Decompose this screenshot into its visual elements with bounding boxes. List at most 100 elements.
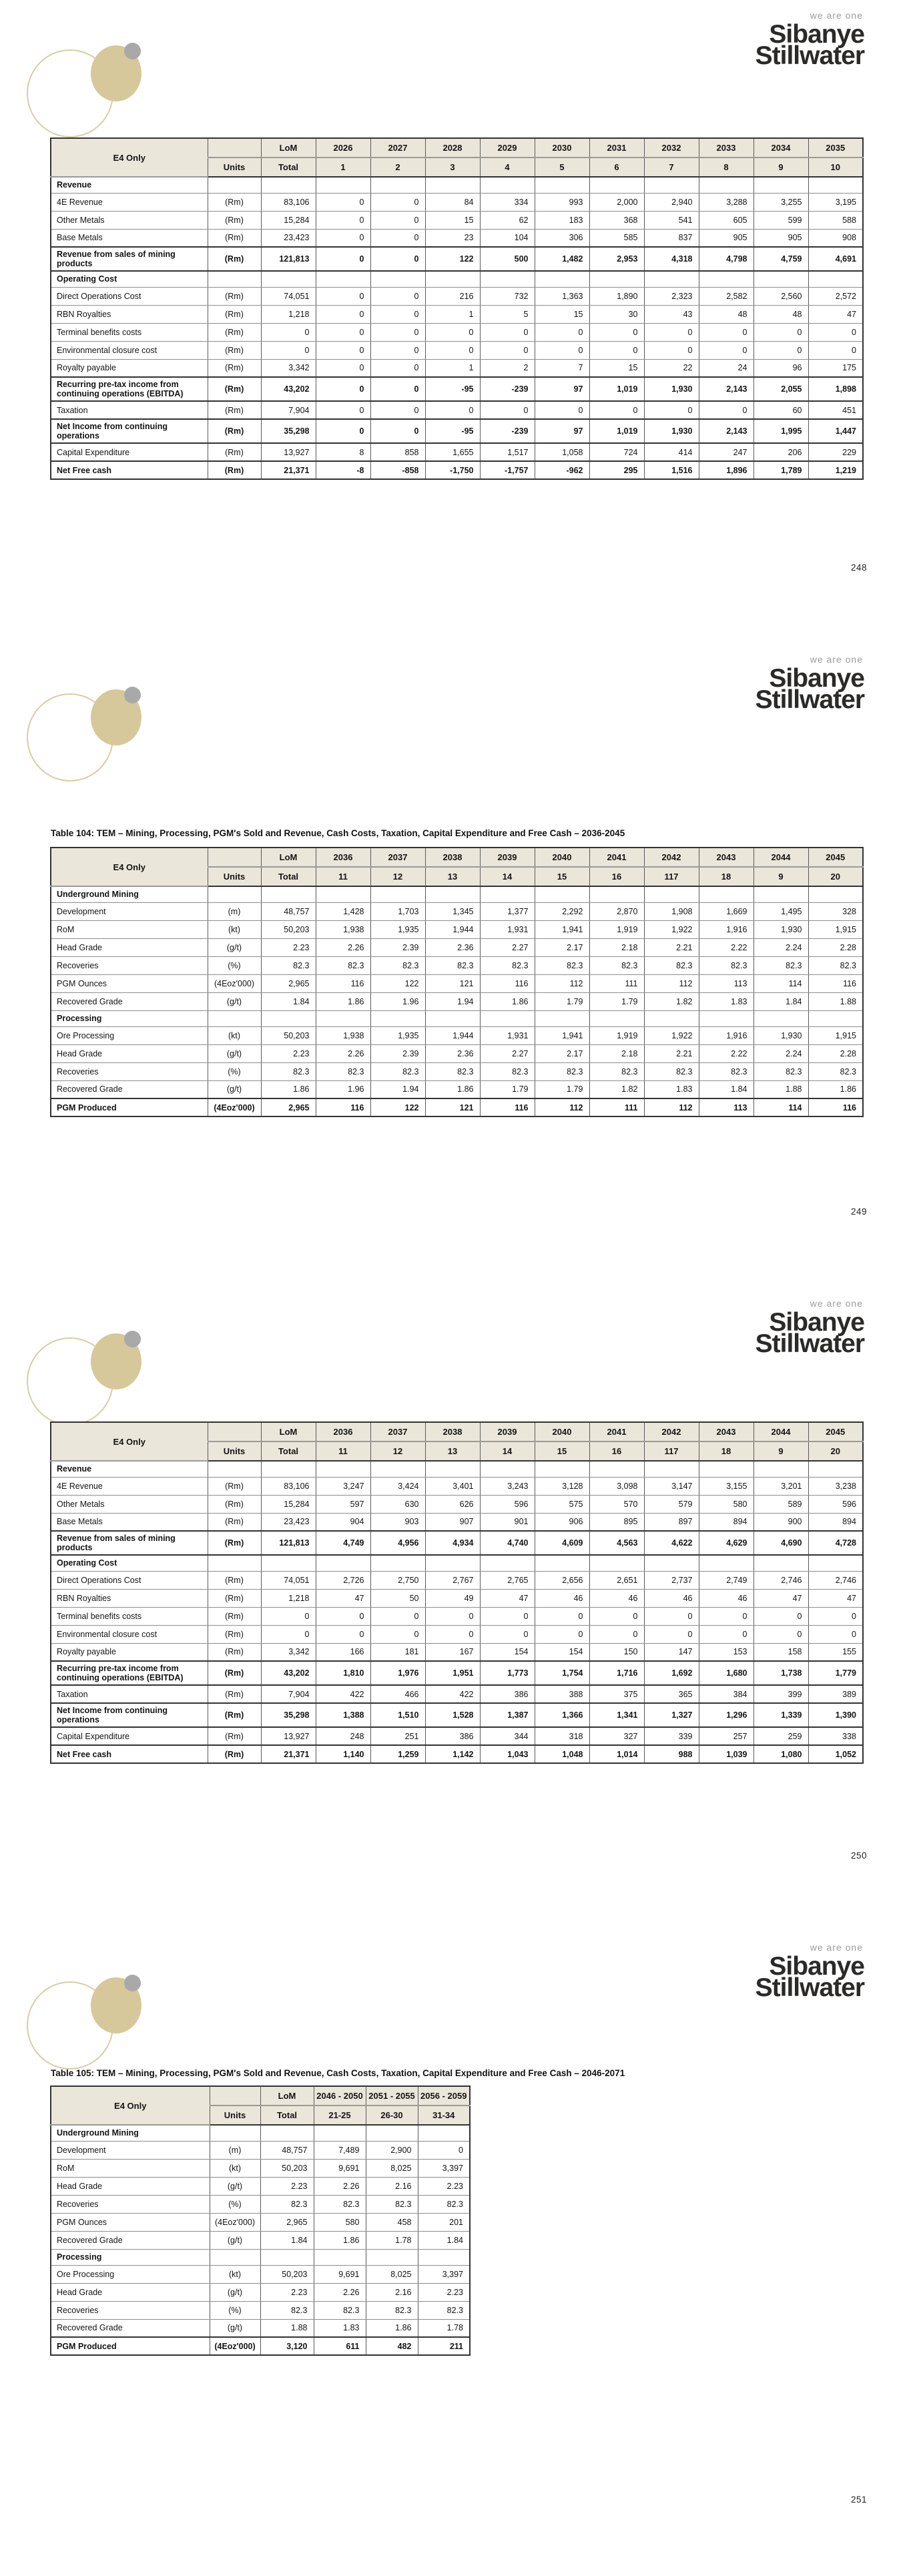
cell-value: 0 [424, 322, 481, 342]
cell-value [365, 2124, 418, 2142]
cell-value: 155 [808, 1642, 864, 1662]
cell-value: 82.3 [315, 1062, 371, 1081]
table-corner-label: E4 Only [50, 847, 208, 887]
cell-value: 0 [370, 192, 426, 212]
cell-value: 4,956 [370, 1530, 426, 1556]
cell-value: 82.3 [698, 1062, 754, 1081]
cell-value: 82.3 [313, 2194, 366, 2214]
cell-value: 2.27 [479, 1044, 535, 1063]
row-label: Terminal benefits costs [50, 1606, 208, 1626]
cell-value: 1,976 [370, 1660, 426, 1686]
col-header-sub: 11 [315, 1441, 371, 1462]
row-unit: (Rm) [207, 246, 262, 272]
cell-value [643, 1010, 699, 1027]
sibanye-stillwater-logo: we are one Sibanye Stillwater [755, 1943, 865, 2001]
cell-value: 183 [534, 210, 590, 230]
cell-value: 7,904 [260, 400, 316, 420]
cell-value: 2,143 [698, 418, 754, 444]
cell-value: 15 [424, 210, 481, 230]
cell-value: 2,953 [589, 246, 645, 272]
logo-tagline: we are one [810, 10, 863, 21]
cell-value [417, 2124, 471, 2142]
cell-value: 35,298 [260, 1702, 316, 1728]
cell-value: 1.78 [365, 2230, 418, 2250]
cell-value: 82.3 [534, 1062, 590, 1081]
cell-value: 0 [808, 1606, 864, 1626]
cell-value: 1,339 [753, 1702, 809, 1728]
logo-tagline: we are one [810, 1298, 863, 1309]
cell-value: 1,931 [479, 1026, 535, 1045]
table-104-title: Table 104: TEM – Mining, Processing, PGM… [51, 828, 625, 838]
cell-value: 2.21 [643, 1044, 699, 1063]
cell-value: 82.3 [370, 1062, 426, 1081]
cell-value: 630 [370, 1494, 426, 1514]
cell-value: 1,516 [643, 460, 699, 480]
row-unit: (Rm) [207, 460, 262, 480]
col-header-sub: 6 [589, 157, 645, 178]
cell-value: 389 [808, 1684, 864, 1704]
cell-value: 1.83 [698, 992, 754, 1011]
cell-value [370, 176, 426, 194]
cell-value: 1,944 [424, 920, 481, 939]
row-unit: (g/t) [209, 2282, 261, 2302]
row-unit: (Rm) [207, 1642, 262, 1662]
cell-value: 0 [370, 400, 426, 420]
cell-value: 82.3 [260, 1062, 316, 1081]
units-header: Units [209, 2105, 261, 2126]
row-unit [207, 1460, 262, 1478]
cell-value: 1,680 [698, 1660, 754, 1686]
row-label: Other Metals [50, 1494, 208, 1514]
cell-value: 1,941 [534, 1026, 590, 1045]
row-label: RBN Royalties [50, 1588, 208, 1608]
table-row: Ore Processing (kt) 50,203 9,691 8,025 3,397 [50, 2264, 471, 2284]
cell-value: 96 [753, 358, 809, 378]
cell-value: 2.24 [753, 938, 809, 957]
cell-value: 82.3 [365, 2194, 418, 2214]
cell-value: 1,898 [808, 376, 864, 402]
cell-value: 2,560 [753, 286, 809, 306]
cell-value: 1,296 [698, 1702, 754, 1728]
cell-value: 46 [698, 1588, 754, 1608]
cell-value: 2,940 [643, 192, 699, 212]
cell-value [424, 1010, 481, 1027]
header-blank-cell [207, 137, 262, 158]
cell-value: -95 [424, 418, 481, 444]
table-section-row: Processing [50, 1010, 864, 1027]
col-header-sub: 18 [698, 866, 754, 887]
cell-value: 0 [315, 192, 371, 212]
cell-value: 541 [643, 210, 699, 230]
cell-value [479, 886, 535, 903]
table-section-row: Processing [50, 2248, 471, 2266]
col-header-top: 2040 [534, 1421, 590, 1442]
cell-value: 23 [424, 228, 481, 248]
cell-value [260, 2248, 314, 2266]
cell-value: 3,397 [417, 2158, 471, 2178]
row-unit: (%) [209, 2194, 261, 2214]
cell-value: 0 [315, 1624, 371, 1644]
table-row: PGM Ounces (4Eoz'000) 2,965 580 458 201 [50, 2212, 471, 2232]
row-unit: (Rm) [207, 1702, 262, 1728]
row-label: Operating Cost [50, 1554, 208, 1572]
cell-value: 84 [424, 192, 481, 212]
row-unit: (Rm) [207, 286, 262, 306]
cell-value: 5 [479, 304, 535, 324]
cell-value: 2.17 [534, 1044, 590, 1063]
cell-value: 327 [589, 1726, 645, 1746]
cell-value: 1,142 [424, 1744, 481, 1764]
cell-value: 2.24 [753, 1044, 809, 1063]
cell-value: 4,934 [424, 1530, 481, 1556]
cell-value: 82.3 [260, 956, 316, 975]
row-label: 4E Revenue [50, 1476, 208, 1496]
cell-value: 122 [424, 246, 481, 272]
table-row: Direct Operations Cost (Rm) 74,051 2,726 2,7… [50, 1570, 864, 1590]
row-unit: (kt) [207, 1026, 262, 1045]
cell-value: 23,423 [260, 228, 316, 248]
cell-value [534, 176, 590, 194]
col-header-top: LoM [260, 847, 316, 868]
logo-name-top: Sibanye [769, 20, 865, 49]
table-row: Net Free cash (Rm) 21,371 -8 -858 -1,750 -1,75… [50, 460, 864, 480]
cell-value [753, 1010, 809, 1027]
cell-value: 2,000 [589, 192, 645, 212]
cell-value: 0 [315, 418, 371, 444]
cell-value: 47 [753, 1588, 809, 1608]
